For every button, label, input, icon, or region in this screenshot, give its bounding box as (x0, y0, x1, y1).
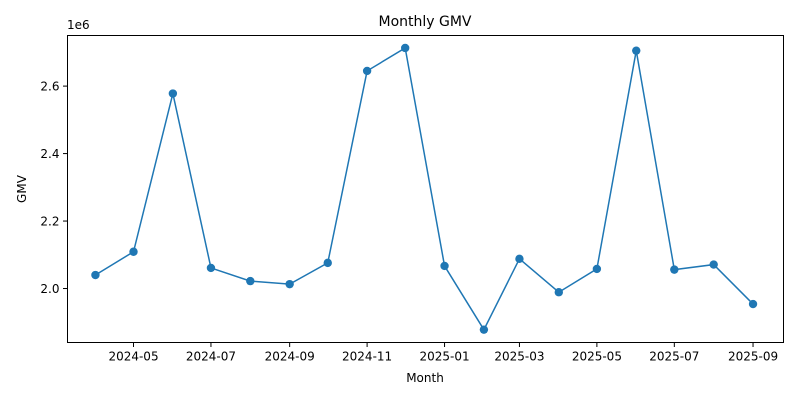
x-tick-label: 2025-09 (728, 350, 778, 364)
x-tick-label: 2025-05 (572, 350, 622, 364)
chart-title: Monthly GMV (378, 14, 471, 30)
data-point (91, 270, 100, 280)
plot-area (91, 43, 758, 334)
x-tick-label: 2025-01 (419, 350, 469, 364)
data-point (129, 247, 138, 256)
series-line (95, 46, 754, 332)
x-tick-label: 2024-07 (186, 350, 236, 364)
data-point (168, 89, 178, 98)
data-point (400, 43, 410, 53)
data-point (323, 258, 332, 268)
x-tick-label: 2024-11 (342, 350, 392, 364)
data-point (285, 279, 294, 289)
data-point (515, 254, 524, 264)
x-tick-label: 2025-03 (494, 350, 544, 364)
data-point (709, 260, 718, 269)
data-point (670, 265, 679, 274)
data-point (632, 46, 641, 55)
y-offset-label: 1e6 (67, 18, 90, 32)
x-tick-label: 2024-09 (265, 350, 315, 364)
y-tick-label: 2.6 (40, 79, 59, 93)
y-axis: 2.0 2.2 2.4 2.6 (40, 79, 68, 296)
y-axis-label: GMV (15, 174, 29, 203)
y-tick-label: 2.0 (40, 282, 59, 296)
data-point (246, 276, 255, 286)
y-tick-label: 2.2 (40, 214, 59, 228)
y-tick-label: 2.4 (40, 147, 59, 161)
x-tick-label: 2024-05 (108, 350, 158, 364)
data-point (592, 264, 602, 274)
data-point (206, 263, 216, 273)
data-point (440, 261, 449, 271)
x-axis: 2024-05 2024-07 2024-09 2024-11 2025-01 2025-… (108, 342, 778, 364)
data-point (479, 325, 489, 334)
x-tick-label: 2025-07 (649, 350, 699, 364)
plot-frame (67, 35, 784, 343)
data-point (554, 288, 563, 297)
data-point (748, 299, 758, 309)
data-point (362, 66, 372, 76)
x-axis-label: Month (406, 371, 444, 385)
